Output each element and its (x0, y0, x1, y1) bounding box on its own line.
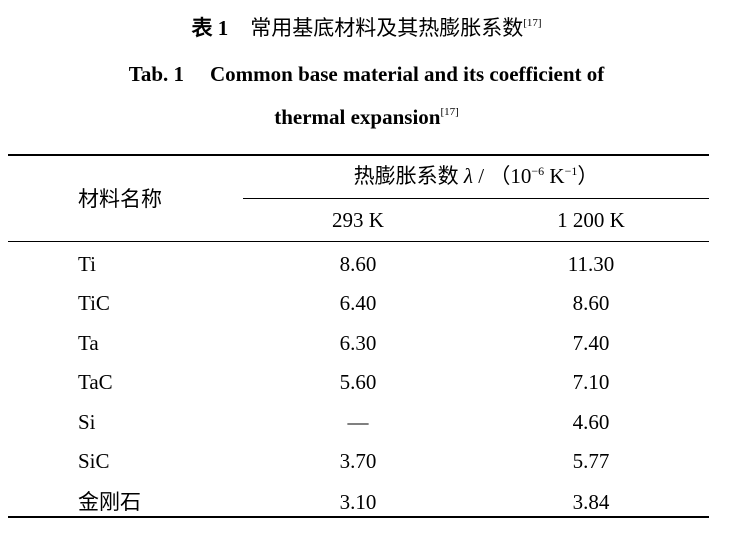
row-material-name: Si (78, 410, 96, 434)
header-material-name: 材料名称 (78, 187, 162, 211)
row-value-293k: — (347, 410, 369, 434)
header-thermal-expansion-group: 热膨胀系数 λ / （10−6 K−1） (243, 163, 709, 189)
table-title-english-line1: Common base material and its coefficient… (210, 62, 605, 86)
row-value-293k: 3.10 (339, 490, 377, 514)
header-bottom-rule (8, 241, 709, 242)
header-lambda-symbol: λ (463, 164, 474, 188)
table-label-chinese: 表 1 (191, 16, 229, 40)
table-top-rule (8, 154, 709, 156)
header-exponent-1: −6 (531, 164, 545, 178)
header-col-1200k: 1 200 K (557, 208, 625, 232)
row-value-293k: 6.40 (339, 291, 377, 315)
header-group-close: ） (577, 164, 599, 188)
row-value-293k: 6.30 (339, 331, 377, 355)
row-value-1200k: 11.30 (567, 252, 615, 276)
header-group-prefix: 热膨胀系数 (353, 164, 464, 188)
row-value-1200k: 4.60 (572, 410, 610, 434)
row-value-1200k: 7.10 (572, 370, 610, 394)
row-value-1200k: 8.60 (572, 291, 610, 315)
citation-ref-chinese: [17] (523, 17, 542, 29)
row-value-1200k: 3.84 (572, 490, 610, 514)
table-caption-english-line1: Tab. 1 Common base material and its coeff… (0, 60, 733, 88)
table-caption-chinese: 表 1 常用基底材料及其热膨胀系数[17] (0, 14, 733, 42)
row-material-name: Ta (78, 331, 99, 355)
row-value-293k: 3.70 (339, 449, 377, 473)
row-material-name: 金刚石 (78, 490, 141, 514)
table-title-chinese: 常用基底材料及其热膨胀系数 (250, 16, 524, 40)
table-caption-english-line2: thermal expansion[17] (0, 103, 733, 131)
table-bottom-rule (8, 516, 709, 518)
citation-ref-english: [17] (440, 106, 459, 118)
header-col-293k: 293 K (332, 208, 384, 232)
table-title-english-line2: thermal expansion (274, 105, 441, 129)
row-value-1200k: 7.40 (572, 331, 610, 355)
row-value-293k: 5.60 (339, 370, 377, 394)
row-value-293k: 8.60 (339, 252, 377, 276)
header-exponent-2: −1 (564, 164, 578, 178)
header-group-mid: / （10 (473, 164, 532, 188)
header-group-unit: K (544, 164, 565, 188)
header-sub-rule (243, 198, 709, 199)
row-material-name: TaC (78, 370, 113, 394)
row-value-1200k: 5.77 (572, 449, 610, 473)
table-label-english: Tab. 1 (128, 62, 184, 86)
row-material-name: TiC (78, 291, 110, 315)
row-material-name: Ti (78, 252, 96, 276)
row-material-name: SiC (78, 449, 110, 473)
